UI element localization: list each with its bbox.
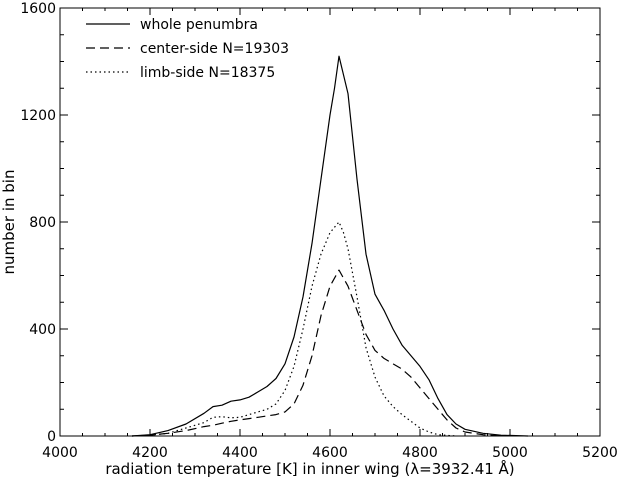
legend: whole penumbra center-side N=19303 limb-si… <box>86 17 289 81</box>
series-layer <box>131 55 529 437</box>
x-tick-label: 4200 <box>132 445 168 461</box>
x-tick-label: 4800 <box>402 445 438 461</box>
series-line-0 <box>131 55 529 437</box>
x-tick-label: 4000 <box>42 445 78 461</box>
x-tick-label: 4400 <box>222 445 258 461</box>
x-tick-label: 4600 <box>312 445 348 461</box>
y-tick-label: 400 <box>29 322 56 338</box>
y-axis-label: number in bin <box>0 170 18 275</box>
series-line-1 <box>131 269 502 437</box>
y-tick-label: 1200 <box>20 108 56 124</box>
x-tick-label: 5000 <box>492 445 528 461</box>
y-tick-label: 1600 <box>20 1 56 17</box>
axis-ticks: 4000 4200 4400 4600 4800 5000 5200 0 400 800 1200 1… <box>20 1 617 461</box>
legend-label-0: whole penumbra <box>140 17 258 33</box>
x-tick-label: 5200 <box>582 445 618 461</box>
x-axis-label: radiation temperature [K] in inner wing … <box>105 459 514 478</box>
y-tick-label: 800 <box>29 215 56 231</box>
legend-label-1: center-side N=19303 <box>140 41 289 57</box>
y-tick-label: 0 <box>47 429 56 445</box>
series-line-2 <box>131 221 457 437</box>
legend-label-2: limb-side N=18375 <box>140 65 275 81</box>
